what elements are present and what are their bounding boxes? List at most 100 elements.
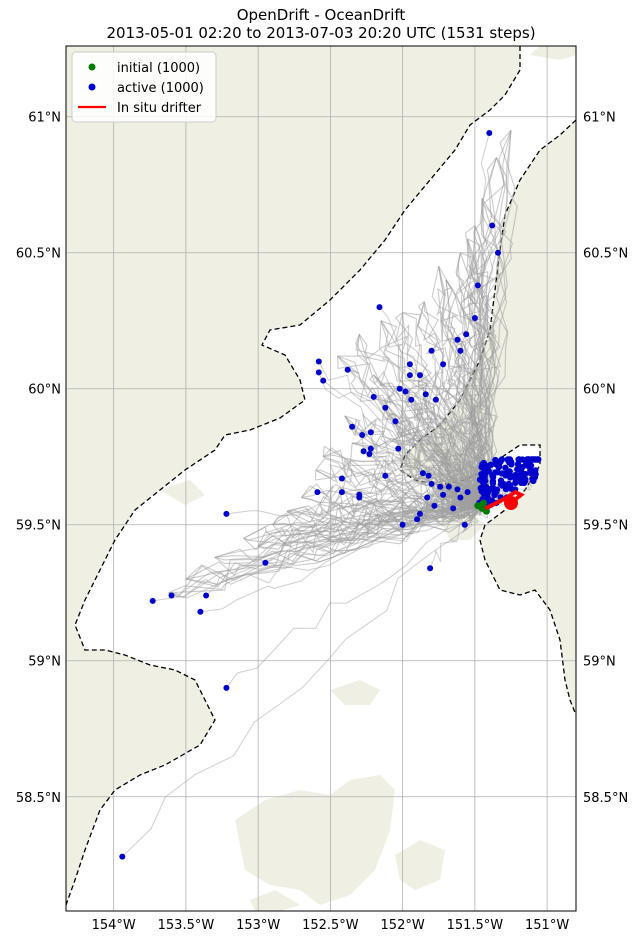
active-particle bbox=[406, 361, 413, 368]
active-particle bbox=[474, 282, 481, 289]
trajectory-line bbox=[152, 505, 483, 602]
active-particle bbox=[477, 484, 484, 492]
active-particle bbox=[508, 472, 514, 479]
active-particle bbox=[359, 432, 366, 438]
active-particle bbox=[262, 559, 269, 566]
active-particle bbox=[315, 369, 322, 376]
trajectory-line bbox=[351, 426, 483, 506]
trajectory-line bbox=[200, 505, 483, 613]
active-particle bbox=[493, 489, 500, 496]
active-particle bbox=[489, 473, 497, 481]
y-tick-label-left: 60°N bbox=[28, 383, 61, 398]
island-3 bbox=[330, 680, 380, 705]
active-particle bbox=[203, 592, 210, 599]
active-particle bbox=[502, 464, 509, 471]
active-particle bbox=[440, 491, 447, 498]
active-particle bbox=[315, 358, 322, 365]
active-particle bbox=[382, 472, 389, 479]
trajectory-line bbox=[225, 505, 483, 689]
trajectory-line bbox=[379, 306, 483, 507]
active-particle bbox=[471, 315, 478, 321]
active-particle bbox=[457, 347, 464, 354]
y-tick-label-right: 59.5°N bbox=[583, 519, 628, 534]
active-particle bbox=[360, 448, 367, 455]
y-tick-label-left: 61°N bbox=[28, 111, 61, 126]
x-tick-label: 153.5°W bbox=[158, 918, 215, 933]
trajectory-line bbox=[419, 497, 483, 520]
active-particle bbox=[399, 521, 406, 528]
active-particle bbox=[440, 361, 447, 368]
y-tick-label-left: 58.5°N bbox=[16, 791, 61, 806]
trajectory-line bbox=[442, 364, 485, 506]
x-tick-label: 151.5°W bbox=[447, 918, 504, 933]
active-particle bbox=[414, 516, 421, 523]
trajectory-line bbox=[381, 415, 483, 506]
active-particle bbox=[502, 472, 509, 479]
active-particle bbox=[349, 423, 356, 430]
active-particle bbox=[168, 592, 175, 599]
active-particle bbox=[454, 336, 461, 343]
y-tick-label-right: 61°N bbox=[583, 111, 616, 126]
active-particle bbox=[314, 489, 321, 496]
active-particle bbox=[454, 486, 461, 493]
trajectory-line bbox=[470, 130, 514, 507]
active-particle bbox=[532, 467, 539, 474]
trajectory-line bbox=[477, 130, 512, 506]
active-particle bbox=[427, 565, 434, 572]
active-particle bbox=[320, 377, 327, 384]
active-particle bbox=[428, 347, 435, 354]
legend-initial-marker bbox=[88, 63, 96, 71]
active-particle bbox=[495, 463, 503, 470]
x-tick-label: 152°W bbox=[381, 918, 425, 933]
active-particle bbox=[526, 461, 533, 468]
active-particle bbox=[428, 480, 435, 487]
active-particle bbox=[489, 222, 496, 229]
island-1 bbox=[235, 775, 395, 905]
active-particle bbox=[417, 510, 423, 517]
trajectory-line bbox=[478, 132, 494, 506]
x-tick-label: 154°W bbox=[92, 918, 136, 933]
trajectory-line bbox=[470, 317, 488, 506]
active-particle bbox=[344, 366, 351, 373]
active-particle bbox=[431, 502, 438, 509]
active-particle bbox=[149, 597, 156, 604]
active-particle bbox=[495, 249, 501, 256]
active-particle bbox=[522, 470, 529, 478]
active-particle bbox=[505, 480, 512, 488]
active-particle bbox=[408, 396, 415, 403]
active-particle bbox=[367, 429, 374, 436]
active-particle bbox=[392, 418, 399, 425]
active-particle bbox=[445, 483, 452, 490]
chart-title-line1: OpenDrift - OceanDrift bbox=[236, 6, 406, 24]
land-west-mainland bbox=[66, 46, 520, 905]
active-particle bbox=[518, 467, 525, 474]
legend-box bbox=[71, 51, 217, 123]
particle-marks bbox=[119, 130, 542, 860]
trajectory-line bbox=[418, 375, 483, 507]
land-east-peninsula bbox=[400, 120, 576, 715]
y-tick-label-right: 60.5°N bbox=[583, 247, 628, 262]
active-particle bbox=[366, 451, 373, 457]
in-situ-drifter-track bbox=[484, 489, 525, 511]
active-particle bbox=[376, 304, 383, 311]
land-east-north bbox=[530, 46, 576, 60]
active-particle bbox=[425, 472, 432, 479]
active-particle bbox=[356, 494, 363, 501]
island-6 bbox=[90, 510, 120, 535]
initial-particle bbox=[480, 499, 487, 507]
island-5 bbox=[160, 480, 205, 505]
active-particle bbox=[486, 130, 493, 136]
active-particle bbox=[483, 494, 490, 501]
active-particle bbox=[487, 461, 494, 468]
active-particle bbox=[119, 853, 126, 860]
active-particle bbox=[464, 489, 471, 496]
active-particle bbox=[370, 393, 377, 400]
trajectory-line bbox=[429, 504, 487, 569]
active-particle bbox=[457, 494, 464, 501]
active-particle bbox=[485, 467, 492, 475]
trajectory-line bbox=[416, 502, 483, 527]
active-particle bbox=[338, 489, 345, 496]
active-particle bbox=[515, 456, 522, 463]
trajectory-line bbox=[257, 505, 483, 548]
